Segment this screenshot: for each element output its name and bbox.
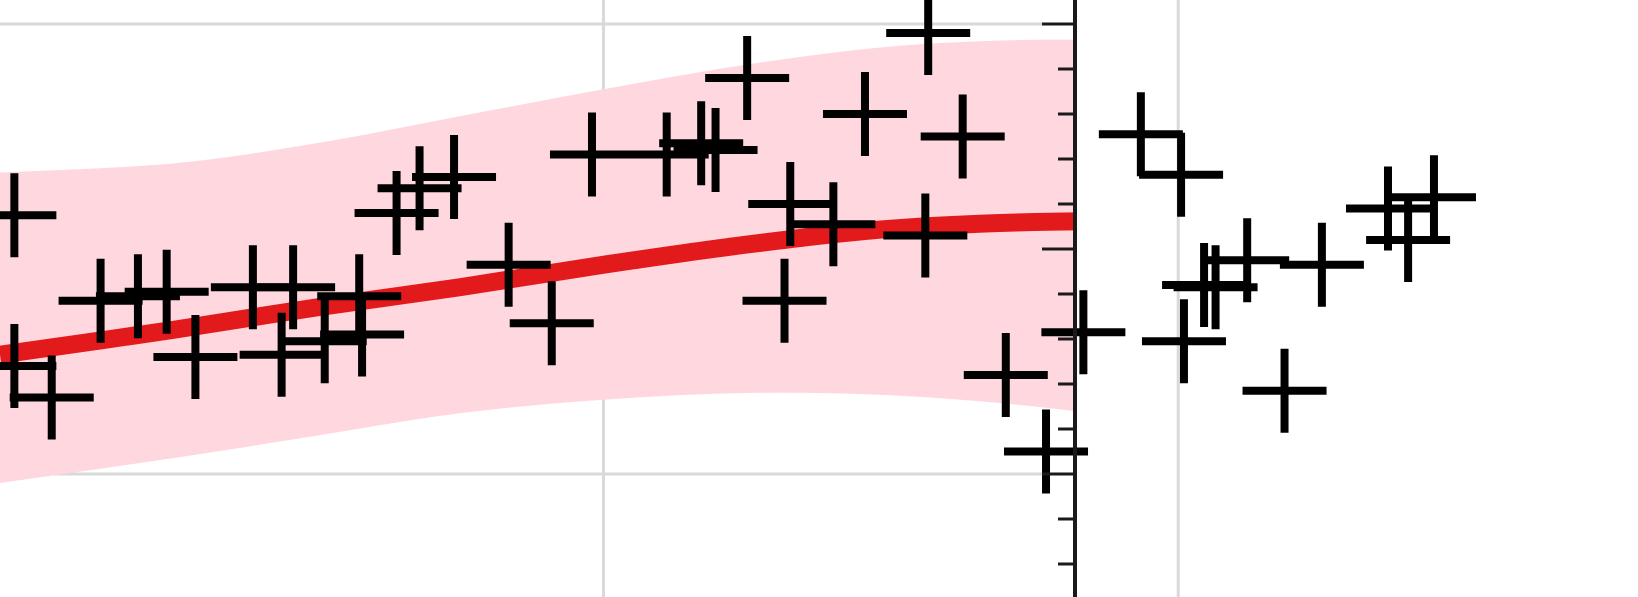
data-point xyxy=(509,281,594,366)
data-point xyxy=(0,173,57,258)
data-point xyxy=(705,36,790,120)
data-point xyxy=(748,162,833,246)
right-y-axis xyxy=(1042,0,1077,597)
data-points xyxy=(0,0,1476,494)
data-point xyxy=(742,258,827,343)
data-point xyxy=(9,355,94,440)
data-point xyxy=(1366,198,1451,282)
data-point xyxy=(153,315,238,399)
data-point xyxy=(412,135,497,219)
data-point xyxy=(239,312,324,397)
data-point xyxy=(822,72,907,156)
data-point xyxy=(886,0,971,75)
data-point xyxy=(1141,299,1226,384)
data-point xyxy=(883,193,968,278)
data-point xyxy=(1205,218,1290,303)
data-point xyxy=(466,222,551,307)
data-point xyxy=(624,112,709,197)
data-point xyxy=(282,299,367,384)
data-point xyxy=(1242,348,1327,433)
data-point xyxy=(1139,132,1224,217)
data-point xyxy=(791,182,876,267)
data-point xyxy=(673,108,758,192)
data-point xyxy=(251,245,336,330)
data-point xyxy=(1279,222,1364,307)
data-point xyxy=(1041,290,1126,375)
data-point xyxy=(963,333,1048,417)
data-point xyxy=(58,258,143,343)
data-point xyxy=(1391,155,1476,240)
data-point xyxy=(124,249,209,334)
data-point xyxy=(920,94,1005,179)
fit-curve xyxy=(0,212,1075,364)
data-point xyxy=(377,146,462,231)
data-point xyxy=(549,112,634,197)
data-point xyxy=(1098,92,1183,177)
data-point xyxy=(659,101,744,186)
data-point xyxy=(317,254,402,339)
